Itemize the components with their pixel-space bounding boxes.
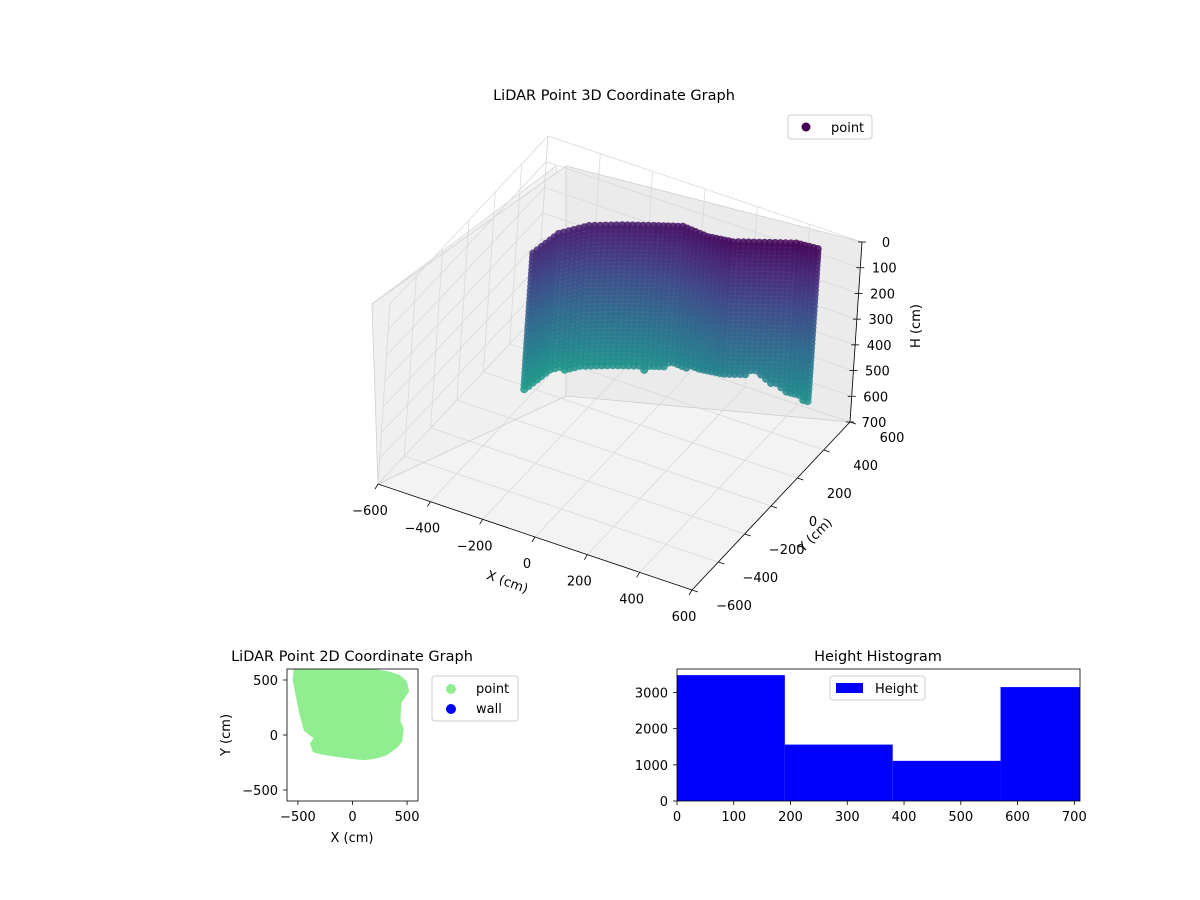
legend-histogram: Height: [829, 675, 926, 701]
y-tick-label-histogram: 0: [660, 795, 668, 810]
x-tick-label-histogram: 100: [721, 810, 746, 825]
y-tick-label-3d: 200: [827, 487, 852, 502]
chart-3d-title: LiDAR Point 3D Coordinate Graph: [493, 88, 735, 104]
z-tick-label-3d: 300: [868, 313, 893, 328]
x-tick-label-3d: −400: [404, 522, 440, 537]
legend-histogram-box: [829, 675, 926, 701]
points-3d: [520, 221, 822, 406]
x-tick-label-2d: −500: [280, 810, 316, 825]
z-tick-label-3d: 200: [870, 287, 895, 302]
chart-3d: LiDAR Point 3D Coordinate Graph −600 −400…: [352, 88, 924, 625]
z-ticks-3d: 0 100 200 300 400 500 600 700: [846, 236, 897, 431]
y-ticks-2d: −500 0 500: [242, 674, 287, 799]
x-tick-mark-3d: [531, 536, 536, 543]
point-3d: [741, 370, 750, 379]
x-tick-label-3d: 400: [619, 592, 644, 607]
x-tick-label-histogram: 200: [778, 810, 803, 825]
x-ticks-histogram: 0 100 200 300 400 500 600 700: [673, 801, 1087, 825]
x-tick-label-histogram: 0: [673, 810, 681, 825]
legend-3d-box: [787, 114, 873, 140]
y-tick-label-3d: −400: [742, 571, 778, 586]
y-axis-label-2d: Y (cm): [219, 714, 234, 757]
y-tick-mark-3d: [744, 533, 751, 537]
histogram-bar: [1000, 687, 1080, 801]
x-tick-mark-3d: [636, 572, 641, 578]
z-tick-label-3d: 700: [862, 416, 887, 431]
x-tick-label-histogram: 700: [1062, 810, 1087, 825]
y-tick-label-3d: −600: [716, 599, 752, 614]
legend-3d-marker: [801, 122, 811, 132]
z-tick-label-3d: 500: [865, 365, 890, 380]
x-tick-label-histogram: 400: [892, 810, 917, 825]
histogram-frame: [676, 668, 1081, 802]
y-tick-mark-3d: [691, 589, 699, 593]
z-tick-label-3d: 600: [863, 390, 888, 405]
legend-2d: point wall: [431, 675, 519, 722]
scatter-2d-points: [292, 669, 410, 761]
chart-2d: LiDAR Point 2D Coordinate Graph −500 0 500…: [219, 649, 519, 846]
z-axis-line: [849, 241, 863, 423]
histogram-bar: [784, 744, 893, 801]
x-tick-mark-3d: [374, 483, 379, 490]
legend-2d-point-label: point: [476, 682, 509, 697]
point-region-2d: [292, 669, 410, 761]
y-tick-mark-3d: [718, 561, 725, 565]
y-tick-mark-3d: [823, 449, 830, 453]
y-tick-label-histogram: 3000: [635, 687, 668, 702]
x-ticks-3d: −600 −400 −200 0 200 400 600: [352, 483, 697, 625]
z-tick-label-3d: 400: [867, 339, 892, 354]
x-tick-label-histogram: 600: [1005, 810, 1030, 825]
y-tick-label-histogram: 1000: [635, 759, 668, 774]
y-tick-label-2d: 0: [270, 729, 278, 744]
legend-2d-wall-label: wall: [476, 702, 502, 717]
x-tick-mark-3d: [479, 519, 484, 525]
legend-3d-label: point: [831, 121, 864, 136]
y-tick-label-3d: 0: [809, 515, 817, 530]
z-tick-label-3d: 100: [872, 262, 897, 277]
x-axis-label-3d: X (cm): [484, 568, 530, 597]
x-tick-mark-3d: [688, 589, 693, 596]
point-3d: [803, 397, 812, 406]
y-tick-label-2d: −500: [242, 784, 278, 799]
y-tick-mark-3d: [797, 477, 804, 481]
y-tick-mark-3d: [770, 505, 778, 509]
x-tick-label-histogram: 500: [948, 810, 973, 825]
legend-3d: point: [787, 114, 873, 140]
chart-2d-title: LiDAR Point 2D Coordinate Graph: [231, 649, 473, 665]
x-tick-label-2d: 0: [348, 810, 356, 825]
grid-line-z: [389, 135, 863, 305]
legend-histogram-swatch: [836, 683, 863, 693]
histogram-title: Height Histogram: [814, 649, 942, 665]
histogram-bars: [677, 675, 1080, 801]
y-tick-label-3d: 600: [880, 431, 905, 446]
y-tick-label-2d: 500: [253, 674, 278, 689]
legend-histogram-label: Height: [875, 682, 918, 697]
y-ticks-histogram: 0 1000 2000 3000: [635, 687, 677, 810]
chart-histogram: Height Histogram 0 100 200 300 400 500 600 700 …: [635, 649, 1087, 825]
x-tick-label-histogram: 300: [835, 810, 860, 825]
z-axis-label-3d: H (cm): [909, 304, 924, 348]
histogram-bar: [677, 675, 785, 801]
x-tick-label-2d: 500: [395, 810, 420, 825]
x-tick-mark-3d: [583, 554, 588, 560]
x-tick-label-3d: 200: [567, 575, 592, 590]
histogram-bar: [892, 760, 1001, 801]
x-tick-mark-3d: [426, 501, 431, 507]
grid-line-z: [387, 161, 861, 330]
x-tick-label-3d: −200: [457, 539, 493, 554]
x-tick-label-3d: 0: [523, 557, 531, 572]
x-axis-label-2d: X (cm): [331, 831, 374, 846]
legend-2d-point-marker: [446, 684, 456, 694]
x-ticks-2d: −500 0 500: [280, 801, 419, 825]
x-tick-label-3d: −600: [352, 504, 388, 519]
y-tick-label-3d: 400: [853, 459, 878, 474]
z-tick-label-3d: 0: [882, 236, 890, 251]
legend-2d-wall-marker: [446, 704, 456, 714]
x-tick-label-3d: 600: [672, 610, 697, 625]
y-tick-label-3d: −200: [769, 543, 805, 558]
y-tick-label-histogram: 2000: [635, 723, 668, 738]
